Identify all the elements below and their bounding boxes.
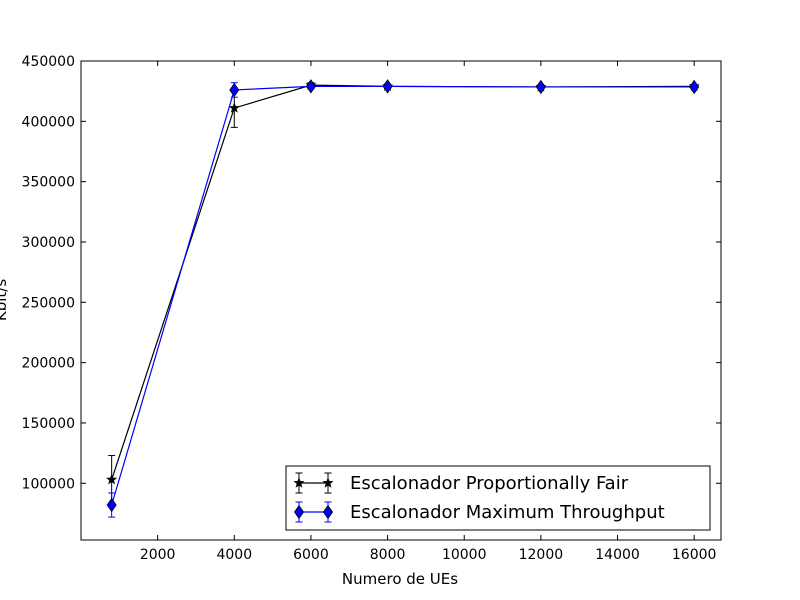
x-tick-label: 4000 [216,547,252,563]
data-point [305,79,316,94]
legend: Escalonador Proportionally Fair Escalonad… [285,465,711,531]
y-tick-label: 400000 [22,114,75,130]
legend-marker [294,504,304,520]
y-axis-label: Kbit/s [0,279,10,321]
series-2 [106,79,700,518]
data-point [689,79,700,95]
y-tick-label: 100000 [22,476,75,492]
legend-box [285,465,711,531]
legend-label: Escalonador Maximum Throughput [350,502,665,523]
y-tick-label: 200000 [22,356,75,372]
y-tick-label: 350000 [22,175,75,191]
x-tick-label: 16000 [672,547,717,563]
data-point [228,102,240,113]
y-tick-label: 450000 [22,54,75,70]
data-point [382,79,393,94]
plot-area [80,60,722,541]
legend-marker [322,477,334,488]
x-axis-label: Numero de UEs [342,570,458,588]
x-tick-label: 2000 [140,547,176,563]
data-point [229,82,240,98]
x-tick-label: 12000 [519,547,564,563]
x-tick-label: 6000 [293,547,329,563]
legend-label: Escalonador Proportionally Fair [350,473,629,494]
series-line [111,85,695,506]
data-point [106,473,118,485]
x-tick-label: 10000 [442,547,487,563]
y-tick-label: 300000 [22,235,75,251]
x-tick-label: 14000 [595,547,640,563]
data-point [535,79,546,95]
x-tick-label: 8000 [370,547,406,563]
data-point [106,497,117,513]
y-tick-label: 150000 [22,416,75,432]
x-axis: 2000 4000 6000 8000 10000 12000 14000 16000 [140,61,717,563]
series-layer [106,79,700,518]
legend-marker [293,477,305,488]
legend-entry-1: Escalonador Proportionally Fair [293,472,629,494]
legend-entry-2: Escalonador Maximum Throughput [294,501,665,523]
y-tick-label: 250000 [22,295,75,311]
y-axis: 100000 150000 200000 250000 300000 350000 4000… [22,54,721,492]
legend-marker [323,504,333,520]
